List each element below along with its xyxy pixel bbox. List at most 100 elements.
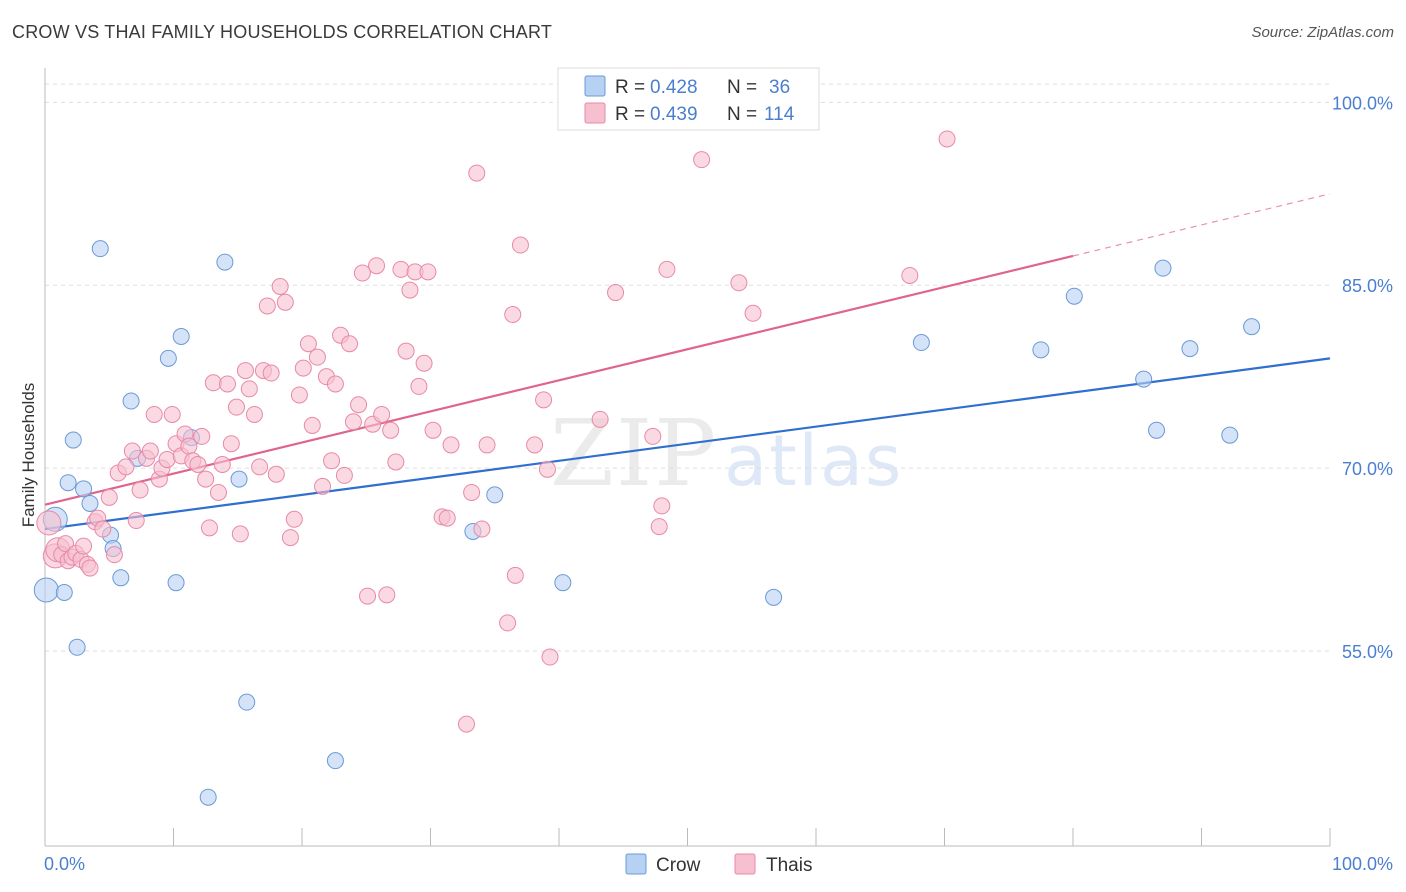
thai-point: [744, 304, 762, 322]
thai-point: [499, 614, 517, 632]
thai-point: [341, 335, 359, 353]
thai-point: [401, 281, 419, 299]
thai-point: [353, 264, 371, 282]
y-axis-label: Family Households: [19, 383, 38, 528]
thai-point: [410, 377, 428, 395]
crow-point: [1243, 318, 1261, 336]
tick-labels: 55.0% 70.0% 85.0% 100.0% 0.0% 100.0%: [44, 93, 1393, 874]
thai-point: [644, 427, 662, 445]
thai-point: [131, 481, 149, 499]
thai-point: [189, 455, 207, 473]
thai-point: [463, 483, 481, 501]
thai-point: [294, 359, 312, 377]
y-tick-label: 85.0%: [1342, 276, 1393, 296]
thai-point: [397, 342, 415, 360]
thai-point: [94, 520, 112, 538]
crow-point: [122, 392, 140, 410]
crow-point: [68, 638, 86, 656]
thai-point: [442, 436, 460, 454]
thai-point: [200, 519, 218, 537]
series-legend: Crow Thais: [625, 853, 812, 876]
thai-point: [218, 375, 236, 393]
crow-point: [1065, 287, 1083, 305]
thai-point: [350, 396, 368, 414]
thai-point: [36, 510, 62, 536]
crow-point: [167, 574, 185, 592]
chart-source: Source: ZipAtlas.com: [1251, 24, 1394, 41]
thai-point: [204, 374, 222, 392]
crow-point: [486, 486, 504, 504]
thai-point: [105, 546, 123, 564]
thai-point: [344, 413, 362, 431]
thai-point: [236, 362, 254, 380]
thai-point: [285, 510, 303, 528]
thai-point: [276, 293, 294, 311]
thai-point: [478, 436, 496, 454]
legend-thai-n-value: 114: [764, 104, 795, 125]
thai-point: [901, 266, 919, 284]
chart-title: CROW VS THAI FAMILY HOUSEHOLDS CORRELATI…: [12, 22, 553, 42]
thai-point: [526, 436, 544, 454]
thai-point: [262, 364, 280, 382]
thai-point: [535, 391, 553, 409]
legend-crow-n-label: N =: [727, 77, 757, 98]
thai-point: [730, 274, 748, 292]
thai-point: [424, 421, 442, 439]
crow-point: [1148, 421, 1166, 439]
thai-point: [290, 386, 308, 404]
thai-point: [281, 529, 299, 547]
thai-point: [145, 405, 163, 423]
thai-point: [123, 442, 141, 460]
crow-point: [91, 240, 109, 258]
thai-point: [506, 566, 524, 584]
thai-point: [438, 509, 456, 527]
thai-point: [227, 398, 245, 416]
thai-point: [419, 263, 437, 281]
thai-point: [222, 435, 240, 453]
thai-point: [258, 297, 276, 315]
crow-point: [33, 577, 59, 603]
thai-point: [607, 284, 625, 302]
thai-point: [81, 559, 99, 577]
crow-point: [55, 583, 73, 601]
thai-point: [231, 525, 249, 543]
thai-point: [335, 466, 353, 484]
thai-point: [591, 410, 609, 428]
legend-crow-r-label: R =: [615, 77, 645, 98]
thai-point: [251, 458, 269, 476]
thai-point: [193, 427, 211, 445]
thai-point: [504, 305, 522, 323]
crow-trend-line: [44, 357, 1331, 531]
thai-point: [240, 380, 258, 398]
y-tick-label: 100.0%: [1332, 93, 1393, 113]
thai-point: [308, 348, 326, 366]
thai-point: [457, 715, 475, 733]
crow-point: [172, 327, 190, 345]
thai-point: [368, 257, 386, 275]
crow-point: [64, 431, 82, 449]
watermark-atlas: atlas: [724, 420, 904, 502]
crow-point: [1032, 341, 1050, 359]
y-tick-label: 70.0%: [1342, 459, 1393, 479]
thai-point: [303, 416, 321, 434]
thai-point: [373, 405, 391, 423]
thai-point: [392, 260, 410, 278]
legend-bottom-crow-label: Crow: [656, 855, 701, 876]
thai-point: [653, 497, 671, 515]
thai-point: [326, 375, 344, 393]
crow-point: [230, 470, 248, 488]
y-tick-label: 55.0%: [1342, 642, 1393, 662]
thai-point: [299, 335, 317, 353]
crow-point: [1221, 426, 1239, 444]
thai-point: [541, 648, 559, 666]
thai-point: [209, 483, 227, 501]
data-points: [33, 130, 1261, 806]
crow-point: [1181, 340, 1199, 358]
legend-thai-r-label: R =: [615, 104, 645, 125]
thai-point: [267, 465, 285, 483]
crow-point: [912, 334, 930, 352]
thai-point: [323, 452, 341, 470]
crow-point: [765, 588, 783, 606]
thai-point: [658, 260, 676, 278]
legend-thai-n-label: N =: [727, 104, 757, 125]
